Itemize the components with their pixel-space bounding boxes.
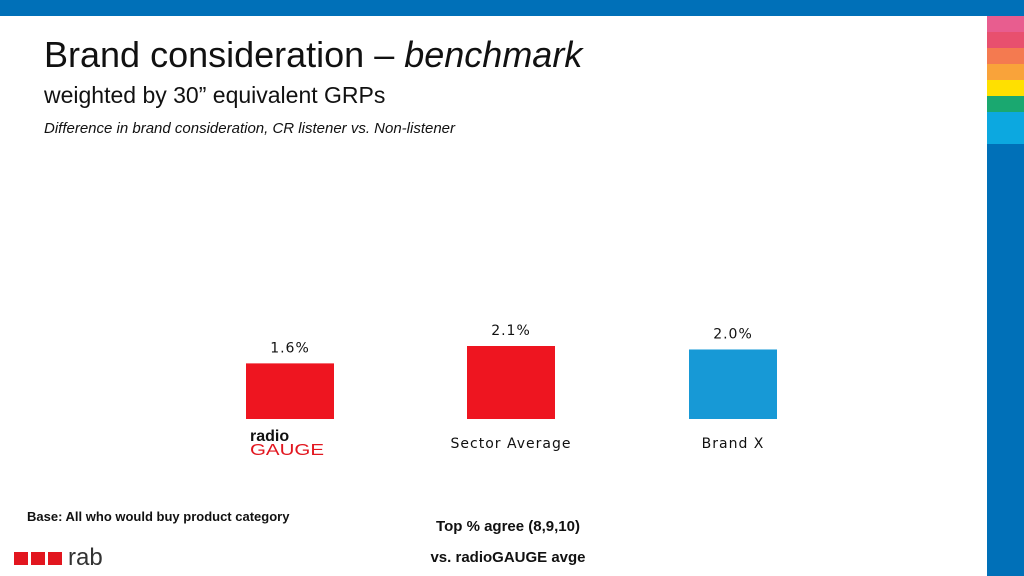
accent-stripe xyxy=(987,48,1024,64)
accent-stripe xyxy=(987,16,1024,32)
data-label: 2.0% xyxy=(713,326,753,342)
category-label: Sector Average xyxy=(451,436,572,452)
title-main: Brand consideration – xyxy=(44,34,405,75)
rab-logo: rab xyxy=(14,546,103,570)
bar xyxy=(689,349,777,419)
accent-stripe xyxy=(987,112,1024,144)
title-emphasis: benchmark xyxy=(404,34,583,75)
accent-stripe xyxy=(987,32,1024,48)
rab-logo-square xyxy=(31,551,45,565)
color-stripes xyxy=(987,16,1024,144)
category-logo-gauge: GAUGE xyxy=(250,442,324,459)
footnote-agree: Top % agree (8,9,10) xyxy=(436,518,580,535)
accent-stripe xyxy=(987,80,1024,96)
category-label: Brand X xyxy=(702,436,765,452)
category-logo-radio: radio xyxy=(250,428,289,445)
rab-logo-square xyxy=(48,551,62,565)
footnote-avg: vs. radioGAUGE avge xyxy=(430,549,586,566)
base-note: Base: All who would buy product category xyxy=(27,509,290,524)
chart-description: Difference in brand consideration, CR li… xyxy=(44,120,456,137)
bar xyxy=(467,346,555,419)
bar xyxy=(246,363,334,419)
data-label: 1.6% xyxy=(270,340,310,356)
rab-logo-square xyxy=(14,551,28,565)
slide-subtitle: weighted by 30” equivalent GRPs xyxy=(44,82,386,108)
data-label: 2.1% xyxy=(491,323,531,339)
top-accent-bar xyxy=(0,0,1024,16)
accent-stripe xyxy=(987,96,1024,112)
accent-stripe xyxy=(987,64,1024,80)
rab-logo-text: rab xyxy=(68,544,103,571)
slide-title: Brand consideration – benchmark xyxy=(44,34,582,76)
